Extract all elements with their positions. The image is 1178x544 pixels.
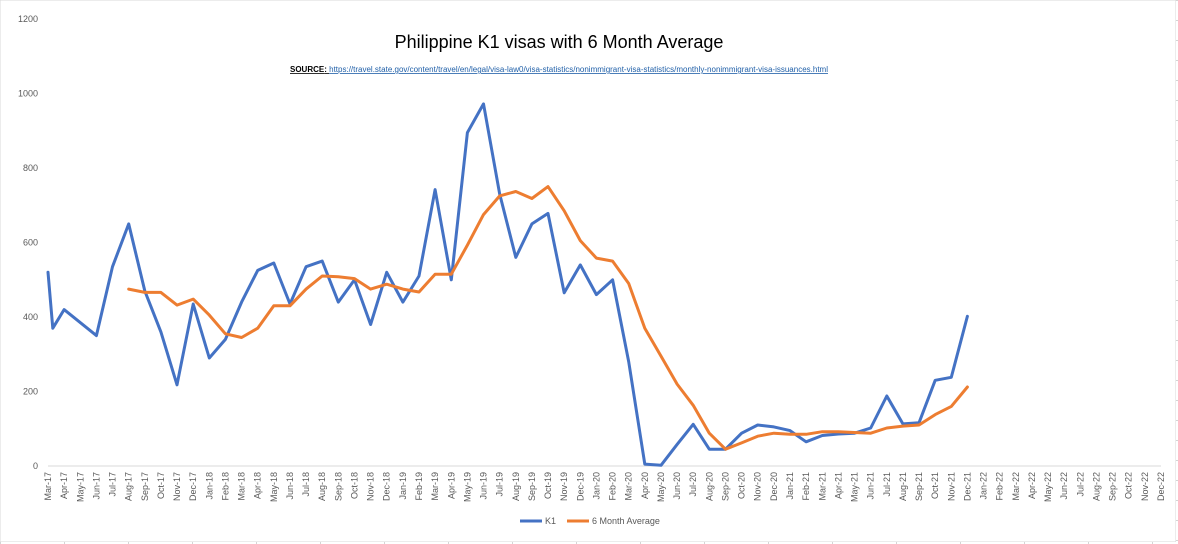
x-tick-label: Sep-20	[720, 472, 730, 501]
x-tick-label: Apr-21	[833, 472, 843, 499]
y-tick-label: 1200	[18, 14, 38, 24]
y-tick-label: 1000	[18, 89, 38, 99]
x-tick-label: Mar-20	[624, 472, 634, 501]
x-tick-label: Jan-18	[204, 472, 214, 500]
x-tick-label: Sep-21	[914, 472, 924, 501]
legend-label: 6 Month Average	[592, 516, 660, 526]
x-tick-label: Jan-20	[591, 472, 601, 500]
x-tick-label: May-21	[850, 472, 860, 502]
x-tick-label: Mar-21	[817, 472, 827, 501]
x-tick-label: May-17	[75, 472, 85, 502]
x-tick-label: Apr-17	[59, 472, 69, 499]
x-tick-label: Nov-22	[1140, 472, 1150, 501]
x-tick-label: Dec-18	[382, 472, 392, 501]
x-tick-label: May-22	[1043, 472, 1053, 502]
x-tick-label: Aug-22	[1091, 472, 1101, 501]
x-tick-label: Apr-19	[446, 472, 456, 499]
x-tick-label: Jul-17	[108, 472, 118, 497]
x-tick-label: Oct-18	[349, 472, 359, 499]
y-tick-label: 200	[23, 387, 38, 397]
source-link: https://travel.state.gov/content/travel/…	[329, 65, 828, 74]
x-tick-label: Sep-18	[333, 472, 343, 501]
y-tick-label: 800	[23, 163, 38, 173]
x-tick-label: Sep-17	[140, 472, 150, 501]
x-tick-label: Dec-20	[769, 472, 779, 501]
x-tick-label: Feb-22	[995, 472, 1005, 501]
x-tick-label: Jul-22	[1075, 472, 1085, 497]
x-tick-label: Oct-21	[930, 472, 940, 499]
x-tick-label: Jun-22	[1059, 472, 1069, 500]
x-tick-label: Aug-21	[898, 472, 908, 501]
x-tick-label: Feb-21	[801, 472, 811, 501]
y-tick-label: 0	[33, 461, 38, 471]
x-tick-label: Feb-20	[608, 472, 618, 501]
x-tick-label: May-20	[656, 472, 666, 502]
y-tick-label: 400	[23, 312, 38, 322]
x-tick-label: Oct-17	[156, 472, 166, 499]
chart-source: SOURCE: https://travel.state.gov/content…	[290, 65, 828, 74]
x-tick-label: Mar-18	[237, 472, 247, 501]
x-tick-label: Nov-17	[172, 472, 182, 501]
x-tick-label: Jan-22	[979, 472, 989, 500]
x-tick-label: Jun-19	[479, 472, 489, 500]
chart-title: Philippine K1 visas with 6 Month Average	[395, 32, 724, 52]
x-tick-label: Dec-19	[575, 472, 585, 501]
y-tick-label: 600	[23, 238, 38, 248]
legend: K1 6 Month Average	[520, 516, 660, 526]
x-tick-label: Feb-18	[220, 472, 230, 501]
x-tick-label: Dec-17	[188, 472, 198, 501]
x-tick-label: Aug-17	[124, 472, 134, 501]
x-tick-label: Jan-21	[785, 472, 795, 500]
x-axis: Mar-17 Apr-17 May-17 Jun-17 Jul-17 Aug-17 Sep-…	[43, 465, 1166, 502]
x-tick-label: Nov-18	[366, 472, 376, 501]
x-tick-label: May-19	[462, 472, 472, 502]
x-tick-label: May-18	[269, 472, 279, 502]
x-tick-label: Mar-22	[1011, 472, 1021, 501]
x-tick-label: Oct-20	[737, 472, 747, 499]
x-tick-label: Apr-20	[640, 472, 650, 499]
series-line-k1	[46, 102, 969, 467]
x-tick-label: Mar-19	[430, 472, 440, 501]
x-tick-label: Oct-19	[543, 472, 553, 499]
x-tick-label: Apr-22	[1027, 472, 1037, 499]
x-tick-label: Dec-22	[1156, 472, 1166, 501]
x-tick-label: Apr-18	[253, 472, 263, 499]
x-tick-label: Mar-17	[43, 472, 53, 501]
x-tick-label: Jul-18	[301, 472, 311, 497]
x-tick-label: Jul-19	[495, 472, 505, 497]
x-tick-label: Jun-20	[672, 472, 682, 500]
x-tick-label: Nov-19	[559, 472, 569, 501]
x-tick-label: Nov-21	[946, 472, 956, 501]
source-label: SOURCE	[290, 65, 325, 74]
x-tick-label: Aug-20	[704, 472, 714, 501]
x-tick-label: Jun-21	[866, 472, 876, 500]
x-tick-label: Jul-21	[882, 472, 892, 497]
x-tick-label: Jun-17	[91, 472, 101, 500]
x-tick-label: Jan-19	[398, 472, 408, 500]
x-tick-label: Oct-22	[1124, 472, 1134, 499]
x-tick-label: Sep-19	[527, 472, 537, 501]
x-tick-label: Jun-18	[285, 472, 295, 500]
x-tick-label: Feb-19	[414, 472, 424, 501]
y-axis: 0 200 400 600 800 1000 1200	[18, 14, 38, 471]
plot-area	[46, 102, 969, 467]
x-tick-label: Sep-22	[1108, 472, 1118, 501]
x-tick-label: Aug-19	[511, 472, 521, 501]
legend-label: K1	[545, 516, 556, 526]
x-tick-label: Nov-20	[753, 472, 763, 501]
x-tick-label: Jul-20	[688, 472, 698, 497]
x-tick-label: Aug-18	[317, 472, 327, 501]
series-line-6-month-average	[127, 185, 969, 451]
x-tick-label: Dec-21	[962, 472, 972, 501]
